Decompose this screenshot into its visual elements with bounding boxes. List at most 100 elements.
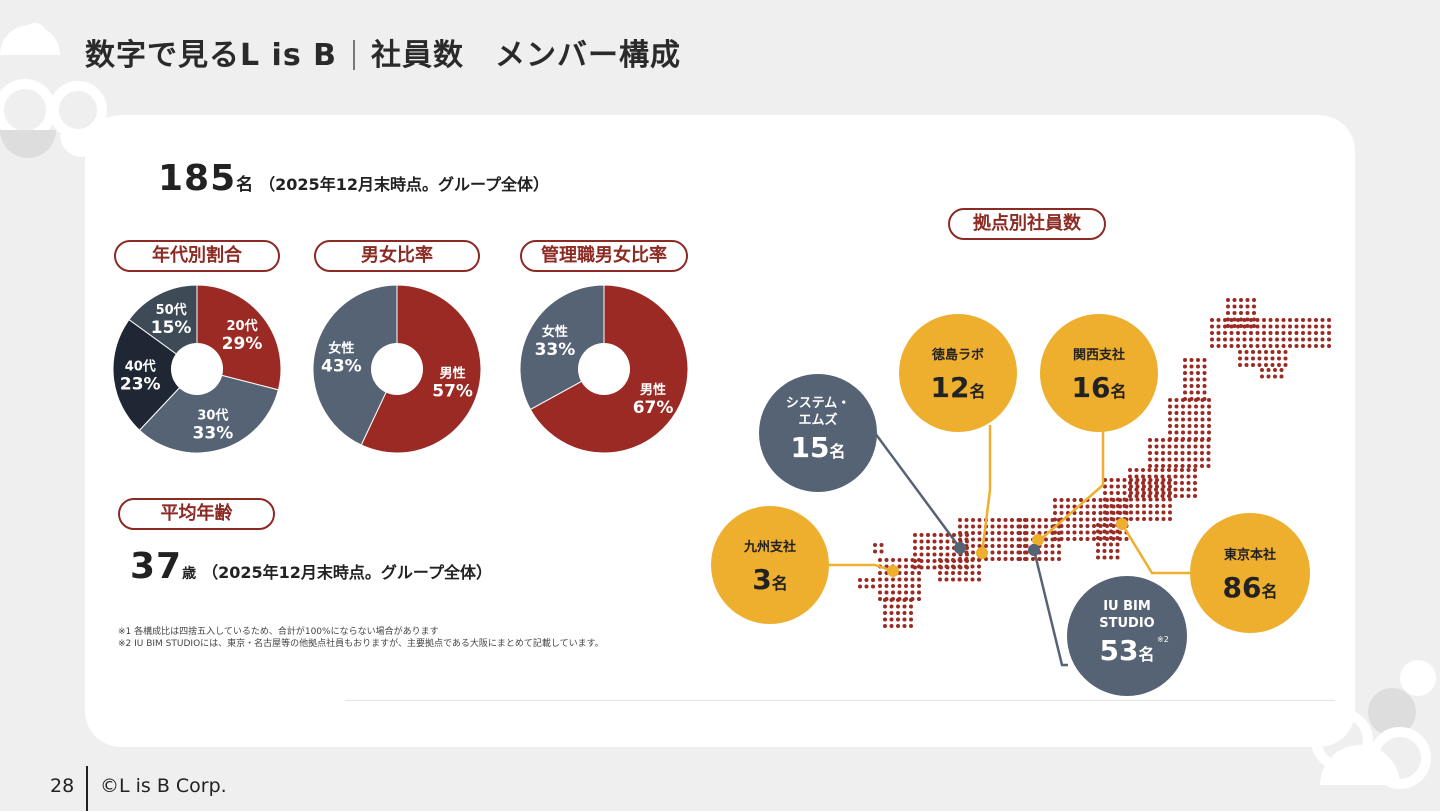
map-dot: [1187, 424, 1192, 428]
map-dot: [1186, 474, 1191, 479]
map-dot: [873, 543, 877, 547]
map-dot: [1314, 331, 1318, 335]
map-dot: [1168, 404, 1172, 409]
map-dot: [1053, 504, 1057, 509]
map-dot: [1023, 550, 1027, 555]
average-age-value: 37: [130, 546, 183, 587]
map-dot: [951, 577, 955, 582]
map-dot: [1044, 537, 1048, 542]
map-dot: [1194, 424, 1198, 428]
map-dot: [1196, 384, 1200, 388]
map-dot: [1174, 417, 1179, 422]
map-dot: [1255, 337, 1260, 342]
map-dot: [902, 604, 907, 609]
map-dot: [1194, 417, 1198, 422]
map-dot: [1194, 430, 1198, 435]
map-dot: [1096, 555, 1100, 560]
map-dot: [1288, 318, 1292, 322]
map-dot: [1193, 438, 1198, 442]
map-dot: [904, 584, 908, 588]
map-dot: [1238, 363, 1242, 367]
map-dot: [1174, 451, 1178, 455]
map-dot: [1161, 517, 1166, 521]
map-dot: [1085, 511, 1090, 515]
map-dot: [1066, 504, 1070, 509]
map-dot: [1189, 377, 1194, 382]
map-dot: [1066, 537, 1070, 541]
office-name: 九州支社: [743, 539, 796, 555]
map-dot: [1236, 331, 1240, 335]
map-dot: [1109, 549, 1113, 553]
map-dot: [1066, 517, 1070, 522]
map-dot: [1251, 350, 1255, 354]
map-dot: [1003, 531, 1008, 535]
map-dot: [926, 533, 930, 537]
map-dot: [1102, 542, 1107, 547]
map-dot: [1098, 504, 1103, 509]
map-dot: [909, 604, 913, 609]
map-dot: [1154, 468, 1158, 472]
map-dot: [1183, 390, 1187, 395]
map-dot: [1181, 411, 1185, 415]
map-dot: [1174, 438, 1178, 442]
map-dot: [1174, 411, 1179, 415]
map-dot: [1167, 444, 1172, 449]
map-dot: [1249, 344, 1253, 348]
pie-label-value: 43%: [321, 357, 362, 377]
map-dot: [1103, 491, 1107, 495]
map-dot: [1124, 504, 1129, 509]
map-dot: [1200, 464, 1204, 468]
map-dot: [1281, 337, 1286, 342]
map-dot: [910, 584, 915, 588]
map-dot: [1183, 377, 1187, 382]
map-dot: [889, 624, 894, 628]
map-dot: [1066, 498, 1070, 502]
map-dot: [1129, 497, 1133, 502]
page-title: 数字で見るL is B 社員数 メンバー構成: [85, 30, 681, 74]
map-dot: [1196, 371, 1200, 375]
map-dot: [965, 552, 969, 557]
map-dot: [1229, 344, 1234, 348]
map-dot: [1273, 368, 1277, 372]
map-dot: [1174, 424, 1179, 428]
map-dot: [1266, 368, 1271, 372]
map-dot: [971, 518, 975, 522]
map-dot: [1023, 531, 1027, 535]
map-dot: [1314, 324, 1318, 329]
map-dot: [1196, 377, 1200, 382]
map-dot: [1031, 518, 1035, 522]
map-dot: [1210, 344, 1214, 348]
map-dot: [1085, 524, 1090, 528]
map-dot: [1223, 344, 1227, 348]
office-footnote-mark: ※2: [1157, 635, 1169, 644]
map-dot: [917, 597, 921, 601]
map-dot: [897, 577, 902, 582]
map-dot: [926, 565, 930, 570]
map-dot: [910, 571, 915, 575]
map-dot: [1252, 324, 1256, 328]
map-dot: [1314, 344, 1318, 348]
map-dot: [1183, 358, 1187, 362]
map-dot: [910, 590, 915, 595]
headcount-unit: 名: [236, 175, 254, 195]
map-dot: [1092, 504, 1096, 509]
connector-line: [829, 563, 894, 573]
page-number: 28: [50, 775, 75, 797]
map-dot: [904, 558, 908, 562]
map-dot: [1277, 363, 1281, 367]
pie-slice-40代: [112, 318, 198, 431]
pie-slice-50代: [128, 284, 198, 370]
map-dot: [1189, 390, 1194, 395]
map-dot: [879, 549, 884, 554]
office-bubble: 徳島ラボ 12名: [899, 314, 1017, 432]
map-dot: [1260, 374, 1264, 379]
map-dot: [1161, 451, 1165, 455]
map-dot: [1327, 331, 1331, 335]
map-dot: [1168, 510, 1172, 515]
pie-label-value: 67%: [633, 398, 674, 418]
map-dot: [1072, 498, 1077, 502]
map-dot: [1016, 531, 1021, 535]
map-dot: [1154, 438, 1159, 442]
map-dot: [913, 533, 917, 537]
